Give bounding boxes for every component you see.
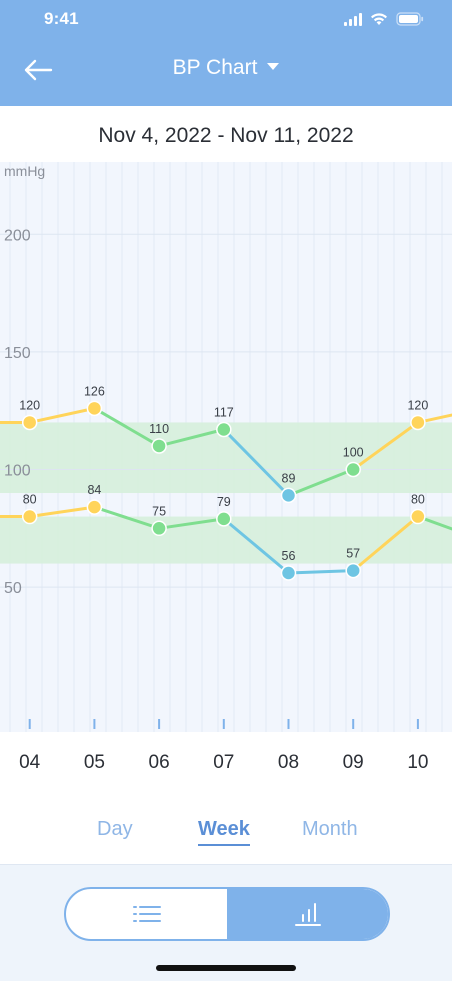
data-point	[86, 499, 103, 515]
series-segment	[351, 515, 420, 573]
x-tick-label: 09	[342, 752, 364, 773]
data-label: 57	[346, 547, 360, 561]
chart-view-button[interactable]	[227, 889, 388, 939]
signal-icon	[344, 12, 362, 26]
data-label: 80	[23, 493, 37, 507]
series-segment	[28, 406, 96, 424]
data-label: 75	[152, 504, 166, 518]
header: 9:41 BP Chart	[0, 0, 452, 106]
series-segment	[157, 517, 226, 530]
y-axis-unit-label: mmHg	[4, 163, 46, 179]
data-point	[151, 438, 167, 454]
date-range: Nov 4, 2022 - Nov 11, 2022	[98, 124, 354, 147]
data-point	[345, 562, 361, 579]
data-label: 120	[19, 398, 40, 412]
tab-week[interactable]: Week	[198, 818, 250, 846]
series-segment	[92, 406, 161, 448]
tab-month[interactable]: Month	[302, 818, 358, 840]
data-point	[21, 414, 38, 431]
bottom-bar	[0, 864, 452, 981]
data-label: 110	[149, 422, 169, 436]
list-icon	[132, 906, 161, 922]
series-segment	[222, 517, 290, 575]
y-tick-label: 50	[4, 580, 22, 597]
data-point	[216, 421, 232, 438]
data-label: 89	[282, 471, 296, 485]
data-point	[216, 511, 232, 527]
series-segment	[28, 505, 96, 519]
data-point	[86, 400, 103, 417]
data-point	[151, 520, 167, 537]
page-title: BP Chart	[172, 56, 258, 79]
x-tick-label: 10	[407, 752, 429, 773]
data-point	[21, 508, 38, 525]
y-tick-label: 200	[4, 227, 31, 244]
view-toggle	[64, 887, 390, 941]
x-tick-label: 06	[148, 752, 170, 773]
period-tabs: Day Week Month	[0, 812, 452, 852]
series-segment	[157, 428, 226, 448]
series-segment	[287, 468, 355, 497]
series-segment	[222, 428, 290, 497]
data-point	[410, 508, 426, 525]
tab-day[interactable]: Day	[97, 818, 133, 840]
data-point	[345, 461, 361, 478]
x-axis-labels: 04 05 06 07 08 09 10	[0, 752, 452, 782]
series-segment	[287, 569, 355, 575]
data-label: 100	[343, 446, 364, 460]
data-label: 56	[282, 549, 296, 563]
bp-line-chart[interactable]: 50 100 150 200 120 126 110 117 89 100 120 80 84 75 79 5…	[0, 162, 452, 732]
data-label: 126	[84, 384, 105, 398]
back-button[interactable]	[18, 54, 58, 86]
data-point	[280, 565, 297, 581]
x-tick-label: 07	[213, 752, 235, 773]
x-tick-label: 05	[83, 752, 105, 773]
data-point	[410, 414, 426, 431]
home-indicator	[156, 965, 296, 971]
data-point	[280, 487, 297, 504]
series-segment	[351, 420, 420, 471]
list-view-button[interactable]	[66, 889, 227, 939]
y-tick-label: 150	[4, 345, 31, 362]
data-label: 80	[411, 493, 425, 507]
data-label: 117	[214, 406, 234, 420]
x-tick-label: 08	[277, 752, 300, 773]
series-segment	[92, 505, 161, 530]
bar-chart-icon	[294, 903, 321, 926]
battery-icon	[396, 12, 424, 26]
series-segment	[416, 413, 452, 424]
caret-down-icon	[267, 62, 280, 70]
chart-type-dropdown[interactable]: BP Chart	[0, 56, 452, 80]
arrow-left-icon	[24, 59, 53, 81]
status-time: 9:41	[44, 9, 79, 28]
status-icons	[344, 11, 424, 27]
data-label: 120	[407, 398, 428, 412]
series-segment	[416, 515, 452, 531]
x-tick-label: 04	[19, 752, 41, 773]
data-label: 84	[87, 483, 101, 497]
wifi-icon	[371, 13, 387, 25]
data-label: 79	[217, 495, 231, 509]
y-tick-label: 100	[4, 463, 31, 480]
